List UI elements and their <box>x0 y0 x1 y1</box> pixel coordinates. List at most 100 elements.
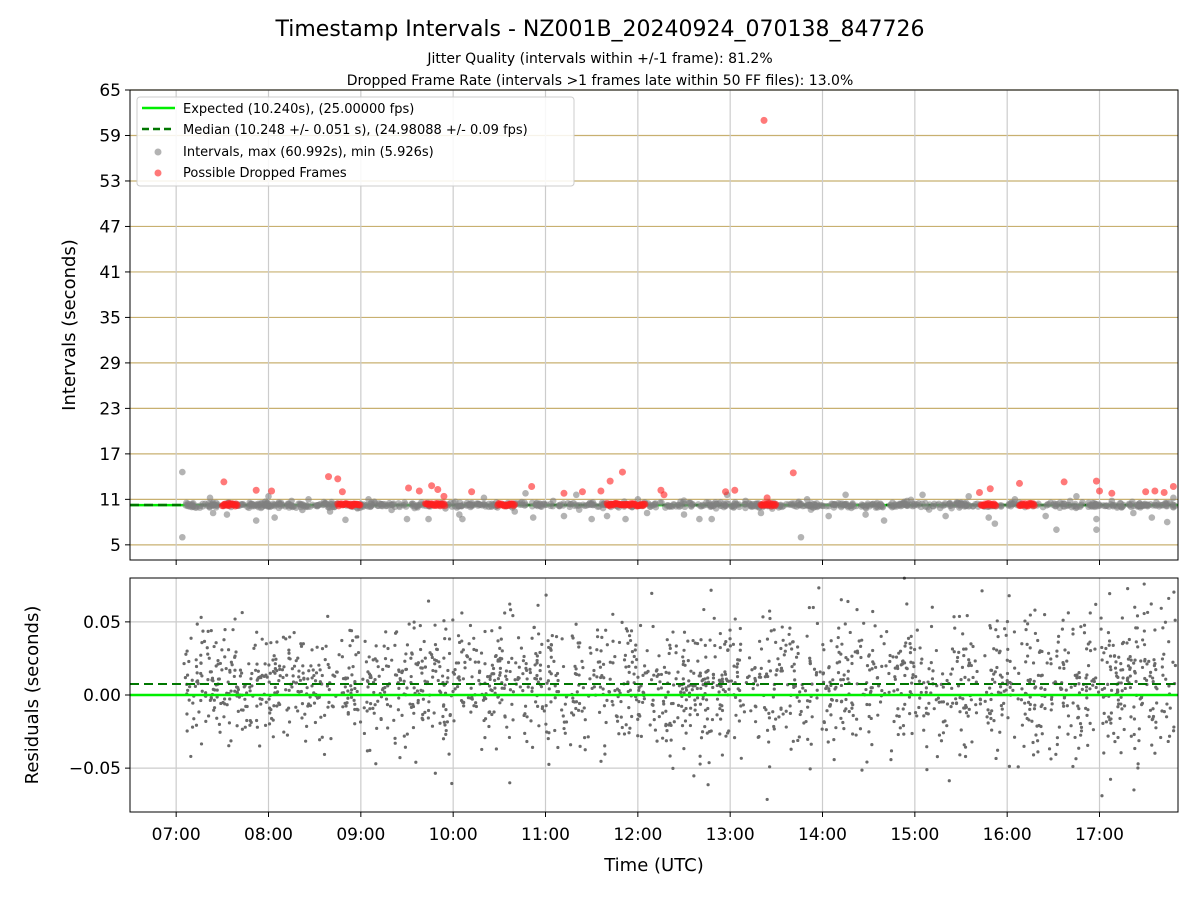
residual-point <box>1043 706 1047 711</box>
residual-point <box>423 679 427 683</box>
residual-point <box>1102 651 1106 655</box>
residual-point <box>955 659 959 663</box>
residual-point <box>588 677 592 681</box>
interval-point <box>246 499 253 507</box>
interval-point <box>371 499 379 506</box>
residual-point <box>1005 679 1009 683</box>
residual-point <box>496 639 500 643</box>
residual-point <box>1085 673 1089 677</box>
intervals-y-tick-label: 47 <box>99 217 121 237</box>
interval-point <box>985 514 993 521</box>
dropped-frame-point <box>434 486 442 493</box>
residual-point <box>234 650 238 654</box>
residual-point <box>218 661 222 666</box>
residual-point <box>348 628 352 633</box>
interval-point <box>878 502 886 509</box>
residual-point <box>580 709 584 713</box>
residual-point <box>692 774 696 778</box>
residual-point <box>986 708 990 712</box>
residual-point <box>667 651 671 656</box>
residual-point <box>273 667 277 671</box>
residual-point <box>808 662 812 666</box>
residual-point <box>547 645 551 650</box>
residual-point <box>323 713 327 717</box>
interval-point <box>411 504 418 512</box>
residual-point <box>1120 707 1124 711</box>
residual-point <box>206 652 210 656</box>
residual-point <box>477 660 481 664</box>
interval-point <box>815 502 822 510</box>
residual-point <box>231 628 235 632</box>
residual-point <box>508 781 512 785</box>
residual-point <box>452 672 457 676</box>
residual-point <box>952 650 956 654</box>
residual-point <box>348 644 352 648</box>
residual-point <box>529 719 533 723</box>
residual-point <box>540 642 544 646</box>
residual-point <box>1139 659 1143 663</box>
residual-point <box>577 701 582 706</box>
residual-point <box>1116 735 1120 740</box>
residual-point <box>535 661 539 665</box>
residual-point <box>278 674 282 678</box>
residual-point <box>487 724 491 729</box>
residual-point <box>225 703 229 707</box>
residual-point <box>1033 703 1037 707</box>
residual-point <box>303 712 307 716</box>
residual-point <box>1084 685 1089 689</box>
residual-point <box>738 648 742 652</box>
residual-point <box>767 716 772 720</box>
residual-point <box>1036 739 1040 743</box>
residual-point <box>468 657 472 661</box>
residual-point <box>310 648 314 652</box>
interval-point <box>919 491 926 499</box>
residual-point <box>194 664 199 669</box>
residual-point <box>1172 590 1176 594</box>
residual-point <box>737 719 741 723</box>
residual-point <box>649 678 654 682</box>
residual-point <box>498 626 502 630</box>
residual-point <box>1141 638 1145 642</box>
residual-point <box>924 686 928 690</box>
dropped-frame-point <box>578 488 586 496</box>
residual-point <box>508 602 512 606</box>
residual-point <box>588 646 592 650</box>
residual-point <box>248 689 252 693</box>
residuals-points <box>182 576 1177 802</box>
residual-point <box>803 689 808 693</box>
residual-point <box>215 716 219 720</box>
residual-point <box>281 675 285 680</box>
interval-point <box>903 497 911 505</box>
residual-point <box>560 708 564 712</box>
interval-point <box>1060 500 1068 507</box>
residual-point <box>1155 687 1159 691</box>
residual-point <box>1145 662 1149 666</box>
residual-point <box>613 654 617 659</box>
residual-point <box>402 734 406 738</box>
residual-point <box>676 716 680 720</box>
residual-point <box>193 684 198 688</box>
residual-point <box>583 718 587 722</box>
residual-point <box>836 671 841 675</box>
residual-point <box>294 681 299 685</box>
residual-point <box>844 655 848 660</box>
residual-point <box>1088 649 1093 653</box>
dropped-frame-point <box>510 501 518 509</box>
residual-point <box>860 638 864 642</box>
residual-point <box>538 668 542 673</box>
residual-point <box>364 660 369 664</box>
residual-point <box>776 657 780 661</box>
residual-point <box>1154 720 1158 724</box>
residual-point <box>915 628 919 632</box>
residual-point <box>209 695 213 700</box>
residual-point <box>523 731 527 735</box>
residual-point <box>408 702 412 706</box>
residual-point <box>728 628 732 632</box>
residual-point <box>1161 626 1165 630</box>
residual-point <box>505 725 509 729</box>
residual-point <box>637 712 641 717</box>
residual-point <box>1136 766 1140 770</box>
residual-point <box>941 720 945 724</box>
residual-point <box>404 667 408 672</box>
